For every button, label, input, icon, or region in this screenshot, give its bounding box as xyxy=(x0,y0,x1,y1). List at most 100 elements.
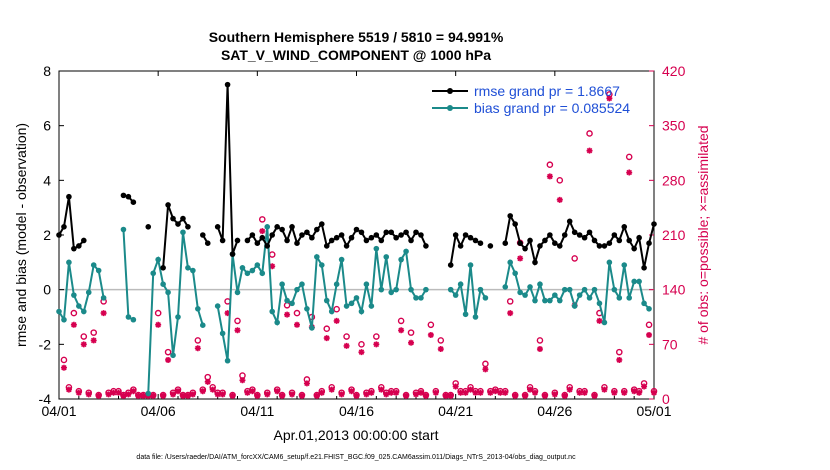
bias-point-73 xyxy=(418,295,424,301)
bias-point-13 xyxy=(120,226,127,233)
bias-point-70 xyxy=(403,248,409,255)
rmse-point-115 xyxy=(626,237,633,244)
bias-point-71 xyxy=(408,286,414,293)
bias-point-74 xyxy=(423,286,429,293)
obs-assimilated-point-31 xyxy=(214,391,221,398)
rmse-point-64 xyxy=(373,232,380,238)
obs-assimilated-point-6 xyxy=(90,337,97,344)
obs-possible-point-85 xyxy=(482,360,489,368)
rmse-point-106 xyxy=(581,234,588,241)
plot-area: 04/01 04/06 04/11 04/16 04/21 04/26 05/01 -4 -2 0… xyxy=(39,63,686,419)
obs-assimilated-point-2 xyxy=(70,321,77,328)
obs-assimilated-point-73 xyxy=(422,392,429,399)
obs-assimilated-point-100 xyxy=(556,196,563,203)
bias-point-80 xyxy=(452,292,459,298)
bias-point-68 xyxy=(393,286,399,293)
obs-assimilated-point-11 xyxy=(115,389,122,396)
legend-rmse-marker xyxy=(447,88,453,94)
y-tick-label-2: 0 xyxy=(43,282,51,298)
obs-assimilated-point-114 xyxy=(626,169,633,176)
obs-assimilated-point-22 xyxy=(170,391,177,398)
bias-point-92 xyxy=(512,270,518,277)
bias-point-25 xyxy=(180,229,186,236)
obs-assimilated-point-119 xyxy=(651,389,657,396)
obs-assimilated-point-99 xyxy=(551,391,558,398)
bias-point-51 xyxy=(309,325,315,331)
obs-assimilated-point-109 xyxy=(601,386,608,393)
bias-point-81 xyxy=(457,281,464,288)
obs-assimilated-point-85 xyxy=(482,366,489,373)
y2-tick-label-1: 70 xyxy=(662,336,678,352)
obs-assimilated-point-15 xyxy=(135,392,142,399)
obs-possible-point-0 xyxy=(60,356,68,364)
bias-point-5 xyxy=(80,308,87,315)
bias-point-37 xyxy=(239,265,246,271)
rmse-point-61 xyxy=(358,229,365,236)
obs-assimilated-point-88 xyxy=(497,389,504,396)
bias-point-29 xyxy=(199,322,206,329)
obs-assimilated-point-117 xyxy=(641,383,648,390)
rmse-point-111 xyxy=(606,240,613,246)
rmse-point-40 xyxy=(254,240,261,246)
obs-possible-point-4 xyxy=(80,333,88,340)
bias-point-32 xyxy=(214,303,221,309)
bias-point-106 xyxy=(581,286,588,293)
obs-assimilated-point-70 xyxy=(408,339,415,346)
bias-point-113 xyxy=(616,295,623,301)
bias-point-0 xyxy=(56,308,62,315)
obs-possible-point-57 xyxy=(343,333,350,340)
obs-assimilated-point-111 xyxy=(611,389,618,396)
bias-point-108 xyxy=(591,286,598,293)
bias-point-105 xyxy=(576,292,583,298)
obs-assimilated-point-81 xyxy=(462,389,469,396)
bias-point-93 xyxy=(517,289,523,296)
obs-possible-point-114 xyxy=(625,153,633,161)
bias-point-19 xyxy=(150,270,157,277)
rmse-point-67 xyxy=(388,229,395,236)
obs-assimilated-point-35 xyxy=(234,327,241,334)
bias-point-112 xyxy=(611,286,618,293)
rmse-point-49 xyxy=(299,232,305,238)
rmse-point-108 xyxy=(591,237,598,244)
bias-point-52 xyxy=(314,254,320,260)
obs-assimilated-point-46 xyxy=(289,391,296,398)
legend-rmse-label: rmse grand pr = 1.8667 xyxy=(474,83,620,99)
rmse-point-58 xyxy=(343,243,350,249)
bias-line-segment-5 xyxy=(504,259,650,323)
rmse-point-51 xyxy=(309,234,315,241)
bias-point-101 xyxy=(556,297,563,304)
obs-assimilated-point-115 xyxy=(631,388,638,395)
bias-point-1 xyxy=(61,316,67,323)
rmse-point-24 xyxy=(175,221,181,227)
bias-point-18 xyxy=(145,390,152,397)
obs-possible-point-98 xyxy=(546,161,554,169)
obs-possible-point-74 xyxy=(427,321,435,329)
rmse-point-109 xyxy=(596,243,603,249)
rmse-point-22 xyxy=(165,202,171,208)
bias-line-segment-2 xyxy=(147,232,204,394)
obs-assimilated-point-104 xyxy=(576,389,583,396)
obs-assimilated-point-72 xyxy=(417,389,424,396)
y2-tick-label-0: 0 xyxy=(662,391,670,407)
bias-point-43 xyxy=(269,308,276,315)
rmse-point-96 xyxy=(532,259,538,266)
bias-point-94 xyxy=(522,292,528,298)
obs-assimilated-point-13 xyxy=(125,391,132,398)
obs-assimilated-point-57 xyxy=(343,342,350,349)
bias-point-4 xyxy=(76,303,82,309)
obs-assimilated-point-116 xyxy=(636,389,643,396)
bias-point-40 xyxy=(254,262,261,268)
obs-possible-point-2 xyxy=(70,309,78,317)
rmse-point-68 xyxy=(393,234,399,241)
obs-possible-point-42 xyxy=(268,251,276,258)
obs-assimilated-point-29 xyxy=(204,378,211,385)
obs-assimilated-point-33 xyxy=(224,310,231,317)
x-tick-label-2: 04/11 xyxy=(240,403,274,419)
rmse-point-85 xyxy=(477,240,484,246)
bias-point-45 xyxy=(279,281,285,288)
rmse-line-segment-5 xyxy=(216,84,239,255)
rmse-point-69 xyxy=(398,232,404,238)
obs-assimilated-point-10 xyxy=(110,389,117,396)
obs-assimilated-point-52 xyxy=(318,389,325,396)
obs-assimilated-point-94 xyxy=(527,386,534,393)
